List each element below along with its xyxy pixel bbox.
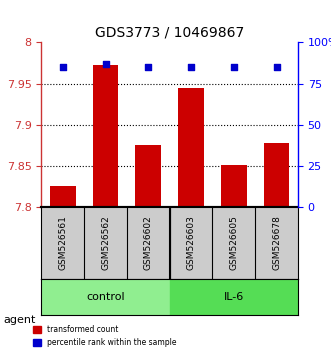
Title: GDS3773 / 10469867: GDS3773 / 10469867 [95, 26, 244, 40]
Text: GSM526602: GSM526602 [144, 216, 153, 270]
Bar [264, 143, 289, 207]
Bar [41, 279, 170, 315]
Text: control: control [86, 292, 125, 302]
Text: GSM526603: GSM526603 [186, 215, 196, 270]
Point [60, 64, 66, 70]
Point [231, 64, 236, 70]
Text: GSM526605: GSM526605 [229, 215, 238, 270]
Bar [50, 186, 75, 207]
Text: agent: agent [3, 315, 36, 325]
Text: GSM526678: GSM526678 [272, 215, 281, 270]
Bar [135, 145, 161, 207]
Point [188, 64, 194, 70]
Bar [93, 65, 118, 207]
Text: IL-6: IL-6 [224, 292, 244, 302]
Bar [169, 279, 319, 315]
Bar [221, 165, 247, 207]
Bar [178, 88, 204, 207]
Text: GSM526561: GSM526561 [58, 215, 67, 270]
Text: GSM526562: GSM526562 [101, 216, 110, 270]
Point [103, 61, 108, 67]
Legend: transformed count, percentile rank within the sample: transformed count, percentile rank withi… [30, 322, 180, 350]
Point [274, 64, 279, 70]
Point [146, 64, 151, 70]
